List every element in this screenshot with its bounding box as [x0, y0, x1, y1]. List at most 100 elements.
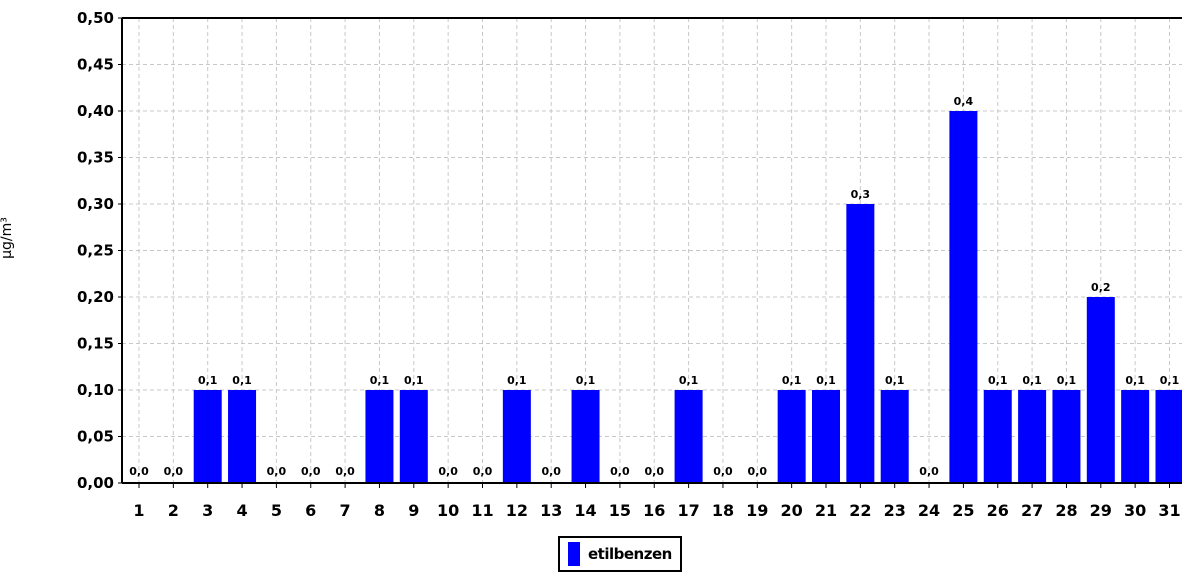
data-label: 0,1 — [816, 374, 836, 387]
y-tick-label: 0,45 — [77, 56, 114, 74]
x-tick-label: 8 — [374, 501, 385, 520]
bar — [571, 390, 600, 483]
x-tick-label: 17 — [677, 501, 699, 520]
x-tick-label: 10 — [437, 501, 459, 520]
bar — [949, 111, 978, 483]
x-tick-label: 9 — [408, 501, 419, 520]
data-label: 0,1 — [1160, 374, 1180, 387]
y-tick-label: 0,30 — [77, 195, 114, 213]
data-label: 0,1 — [885, 374, 905, 387]
data-label: 0,0 — [438, 465, 458, 478]
data-label: 0,1 — [679, 374, 699, 387]
bar — [674, 390, 703, 483]
bar — [983, 390, 1012, 483]
x-tick-label: 23 — [884, 501, 906, 520]
data-label: 0,0 — [713, 465, 733, 478]
y-tick-label: 0,40 — [77, 102, 114, 120]
legend-label: etilbenzen — [588, 545, 672, 563]
legend-swatch — [568, 542, 580, 566]
bar — [1121, 390, 1150, 483]
y-axis-label: µg/m³ — [0, 217, 15, 259]
data-label: 0,0 — [267, 465, 287, 478]
data-label: 0,4 — [954, 95, 974, 108]
x-tick-label: 5 — [271, 501, 282, 520]
data-label: 0,2 — [1091, 281, 1111, 294]
y-tick-label: 0,15 — [77, 335, 114, 353]
data-label: 0,1 — [370, 374, 390, 387]
x-tick-label: 11 — [471, 501, 493, 520]
x-tick-label: 13 — [540, 501, 562, 520]
y-tick-label: 0,50 — [77, 9, 114, 27]
x-tick-label: 3 — [202, 501, 213, 520]
bar — [1086, 297, 1115, 483]
x-tick-label: 24 — [918, 501, 940, 520]
bar — [365, 390, 394, 483]
bar — [812, 390, 840, 483]
data-label: 0,0 — [610, 465, 630, 478]
data-label: 0,1 — [782, 374, 802, 387]
data-label: 0,0 — [919, 465, 939, 478]
x-tick-label: 29 — [1090, 501, 1112, 520]
x-tick-label: 7 — [340, 501, 351, 520]
data-label: 0,1 — [198, 374, 218, 387]
y-tick-label: 0,05 — [77, 428, 114, 446]
data-label: 0,0 — [129, 465, 149, 478]
data-label: 0,0 — [335, 465, 355, 478]
x-tick-label: 16 — [643, 501, 665, 520]
data-label: 0,1 — [576, 374, 596, 387]
data-label: 0,1 — [988, 374, 1008, 387]
data-label: 0,0 — [301, 465, 321, 478]
bar — [193, 390, 222, 483]
y-tick-label: 0,35 — [77, 149, 114, 167]
axes — [118, 17, 1182, 488]
data-labels: 0,0 0,0 0,1 0,1 0,0 0,0 0,0 0,1 0,1 0,0 0,0 0,1 0,0 0… — [129, 95, 1179, 478]
x-tick-label: 22 — [849, 501, 871, 520]
legend: etilbenzen — [558, 536, 682, 572]
data-label: 0,1 — [1125, 374, 1145, 387]
x-tick-label: 18 — [712, 501, 734, 520]
bar — [1018, 390, 1047, 483]
data-label: 0,1 — [507, 374, 527, 387]
y-tick-label: 0,20 — [77, 288, 114, 306]
x-tick-label: 30 — [1124, 501, 1146, 520]
data-label: 0,0 — [645, 465, 665, 478]
data-label: 0,0 — [541, 465, 561, 478]
y-tick-label: 0,00 — [77, 474, 114, 492]
x-tick-label: 4 — [236, 501, 247, 520]
x-tick-label: 12 — [506, 501, 528, 520]
x-tick-label: 27 — [1021, 501, 1043, 520]
data-label: 0,1 — [1022, 374, 1042, 387]
x-tick-label: 1 — [133, 501, 144, 520]
x-tick-label: 25 — [952, 501, 974, 520]
bar — [1155, 390, 1182, 483]
data-label: 0,0 — [473, 465, 493, 478]
x-tick-labels: 1 2 3 4 5 6 7 8 9 10 11 12 13 14 15 16 17 18 19 20 21 22 23 24 2… — [133, 501, 1180, 520]
bar — [1052, 390, 1081, 483]
data-label: 0,3 — [851, 188, 871, 201]
x-tick-label: 20 — [781, 501, 803, 520]
x-tick-label: 14 — [574, 501, 596, 520]
y-tick-label: 0,25 — [77, 242, 114, 260]
x-tick-label: 19 — [746, 501, 768, 520]
x-tick-label: 2 — [168, 501, 179, 520]
x-tick-label: 26 — [987, 501, 1009, 520]
bar — [846, 204, 875, 483]
grid-lines — [122, 17, 1182, 483]
bar — [228, 390, 257, 483]
bar — [399, 390, 428, 483]
x-tick-label: 6 — [305, 501, 316, 520]
data-label: 0,1 — [404, 374, 424, 387]
x-tick-label: 15 — [609, 501, 631, 520]
x-tick-label: 21 — [815, 501, 837, 520]
data-label: 0,1 — [1057, 374, 1077, 387]
x-tick-label: 31 — [1158, 501, 1180, 520]
y-tick-label: 0,10 — [77, 381, 114, 399]
bars — [193, 111, 1182, 483]
data-label: 0,0 — [748, 465, 768, 478]
x-tick-label: 28 — [1055, 501, 1077, 520]
data-label: 0,0 — [164, 465, 184, 478]
y-tick-labels: 0,00 0,05 0,10 0,15 0,20 0,25 0,30 0,35 0,40 0,45… — [77, 9, 114, 492]
bar — [502, 390, 531, 483]
bar — [777, 390, 806, 483]
